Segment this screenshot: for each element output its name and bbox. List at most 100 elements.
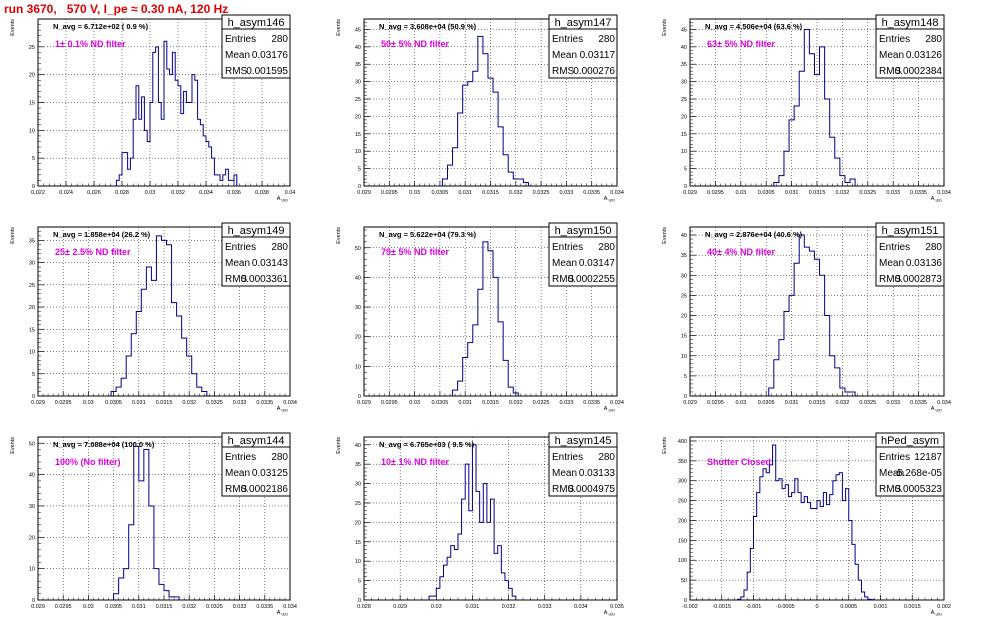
histogram-bin: [130, 158, 133, 186]
y-tick-label: 40: [29, 473, 35, 479]
stats-label: RMS: [225, 484, 248, 495]
histogram-bin: [488, 251, 493, 396]
y-tick-label: 15: [355, 540, 361, 546]
histogram-bin: [119, 175, 122, 186]
y-tick-label: 30: [681, 273, 687, 279]
histogram-bin: [830, 137, 835, 186]
stats-label: Entries: [225, 34, 256, 45]
x-tick-label: 0.002: [937, 604, 951, 610]
y-tick-label: 15: [681, 334, 687, 340]
histogram-bin: [789, 295, 794, 396]
histogram-panel: -0.002 -0.0015 -0.001 -0.0005 0 0.0005 0.001 0.…: [662, 432, 951, 617]
stats-label: RMS: [879, 484, 902, 495]
histogram-bin: [463, 85, 468, 186]
histogram-bin: [501, 573, 505, 600]
y-axis-label: Events: [662, 227, 668, 244]
x-tick-label: 0.0005: [840, 604, 857, 610]
histogram-bin: [865, 597, 868, 600]
histogram-bin: [779, 340, 784, 396]
stats-label: RMS: [879, 66, 902, 77]
stats-box: [221, 222, 291, 287]
stats-value: 0.0002873: [895, 274, 943, 285]
histogram-bin: [861, 592, 864, 600]
stats-label: Mean: [879, 468, 904, 479]
y-tick-label: 15: [681, 132, 687, 138]
histogram-panel: 0.029 0.0295 0.03 0.0305 0.031 0.0315 0.032 0.0…: [336, 222, 624, 413]
x-tick-label: 0.0295: [381, 400, 398, 406]
histogram-bin: [198, 119, 201, 186]
stats-label: Mean: [552, 50, 577, 61]
x-tick-label: 0.024: [59, 190, 73, 196]
y-tick-label: 10: [355, 559, 361, 565]
x-tick-label: 0.034: [937, 190, 951, 196]
histogram-bin: [825, 316, 830, 396]
histogram-bin: [488, 78, 493, 186]
stats-title: h_asym144: [228, 435, 285, 447]
histogram-bin: [774, 183, 779, 186]
stats-box: [221, 432, 291, 497]
histogram-outline: [452, 241, 519, 396]
histogram-bin: [487, 522, 491, 600]
y-tick-label: 5: [32, 372, 35, 378]
x-tick-label: 0.04: [285, 190, 296, 196]
histogram-bin: [804, 247, 809, 396]
histogram-bin: [792, 493, 795, 600]
x-tick-label: 0.0315: [809, 400, 826, 406]
histogram-bin: [154, 569, 159, 600]
histogram-bin: [776, 481, 779, 600]
histogram-bin: [839, 473, 842, 600]
histogram-panel: 0.029 0.0295 0.03 0.0305 0.031 0.0315 0.032 0.0…: [662, 14, 951, 203]
stats-label: Entries: [879, 242, 910, 253]
y-tick-label: 25: [29, 45, 35, 51]
y-tick-label: 5: [358, 167, 361, 173]
stats-value: 280: [598, 34, 615, 45]
x-tick-label: 0.031: [458, 400, 472, 406]
x-tick-label: 0.0295: [707, 400, 724, 406]
histogram-bin: [784, 151, 789, 186]
stats-value: 0.001595: [246, 66, 288, 77]
histogram-bin: [836, 475, 839, 600]
x-tick-label: 0.03: [83, 604, 94, 610]
x-tick-label: -0.0015: [712, 604, 731, 610]
y-tick-label: 40: [355, 45, 361, 51]
histogram-bin: [750, 548, 753, 600]
stats-label: RMS: [552, 274, 575, 285]
histogram-bin: [817, 501, 820, 600]
filter-label: 100% (No filter): [55, 457, 121, 467]
histogram-bin: [785, 485, 788, 600]
x-tick-label: -0.001: [746, 604, 762, 610]
y-tick-label: 20: [355, 520, 361, 526]
y-axis-label: Events: [10, 437, 16, 454]
histogram-bin: [754, 517, 757, 600]
histogram-bin: [139, 119, 142, 186]
stats-title: h_asym147: [555, 17, 612, 29]
stats-value: 0.03126: [906, 50, 943, 61]
stats-box: [875, 14, 945, 79]
y-tick-label: 40: [355, 275, 361, 281]
histogram-outline: [428, 444, 517, 600]
histogram-bin: [192, 75, 195, 186]
histogram-bin: [840, 176, 845, 186]
navg-annotation: N_avg = 5.622e+04 (79.3 %): [379, 230, 477, 239]
histogram-bin: [146, 267, 151, 396]
histogram-bin: [483, 242, 488, 396]
filter-label: 50± 5% ND filter: [381, 39, 449, 49]
x-tick-label: 0.032: [182, 604, 196, 610]
histogram-bin: [774, 360, 779, 396]
histogram-bin: [433, 596, 437, 600]
stats-label: RMS: [552, 484, 575, 495]
histogram-bin: [178, 86, 181, 186]
histogram-bin: [476, 491, 480, 600]
histogram-bin: [494, 553, 498, 600]
stats-label: Entries: [879, 34, 910, 45]
y-axis-label: Events: [662, 437, 668, 454]
y-tick-label: 25: [681, 293, 687, 299]
histogram-bin: [794, 106, 799, 186]
histogram-bin: [782, 489, 785, 600]
y-tick-label: 0: [358, 184, 361, 190]
histogram-bin: [835, 368, 840, 396]
histogram-bin: [447, 557, 451, 600]
histogram-bin: [820, 275, 825, 396]
x-tick-label: 0.029: [357, 190, 371, 196]
x-tick-label: 0.029: [31, 604, 45, 610]
